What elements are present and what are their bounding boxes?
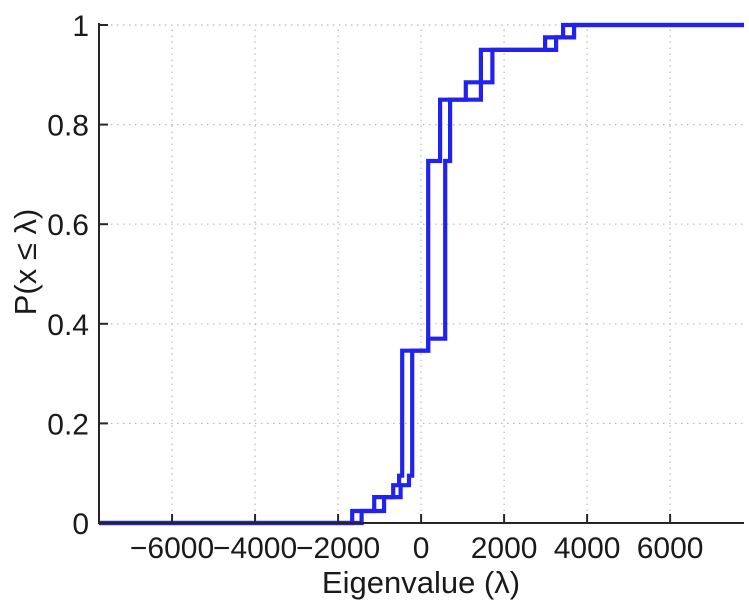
- grid: [99, 24, 744, 523]
- x-tick-label: 6000: [637, 532, 704, 565]
- x-axis-label: Eigenvalue (λ): [322, 565, 520, 600]
- x-tick-label: 0: [413, 532, 430, 565]
- axes: [98, 23, 744, 524]
- y-tick-labels: 0 0.2 0.4 0.6 0.8 1: [47, 10, 89, 541]
- y-tick-label: 0.4: [47, 309, 89, 342]
- x-tick-label: −2000: [296, 532, 380, 565]
- y-tick-label: 1: [72, 10, 89, 43]
- y-tick-label: 0.2: [47, 408, 89, 441]
- x-tick-label: 2000: [471, 532, 538, 565]
- eigenvalue-cdf-1-curve: [99, 22, 744, 526]
- y-tick-label: 0.6: [47, 209, 89, 242]
- y-axis-label: P(x ≤ λ): [8, 209, 43, 316]
- x-tick-label: 4000: [554, 532, 621, 565]
- x-tick-label: −6000: [130, 532, 214, 565]
- eigenvalue-cdf-2-curve: [99, 22, 744, 526]
- y-tick-label: 0: [72, 508, 89, 541]
- y-tick-label: 0.8: [47, 110, 89, 143]
- cdf-curves: [99, 22, 744, 526]
- x-tick-labels: −6000−4000−2000 0 2000 4000 6000: [130, 532, 704, 565]
- x-tick-label: −4000: [213, 532, 297, 565]
